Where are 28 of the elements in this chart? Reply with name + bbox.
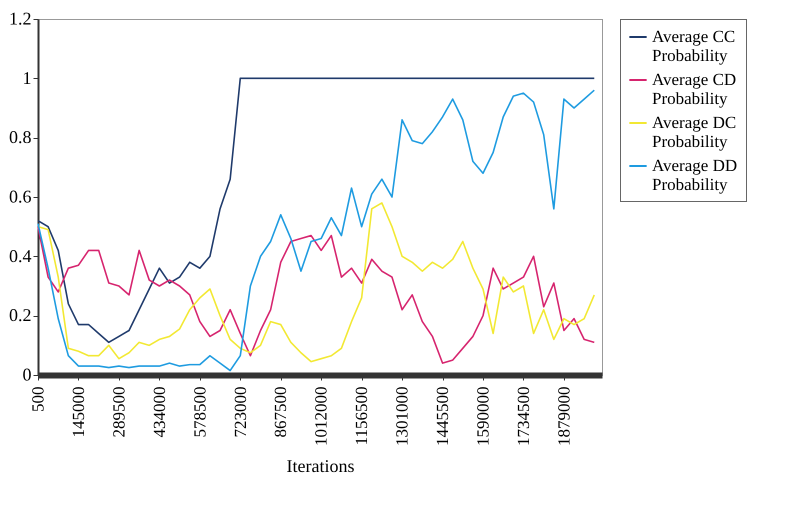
legend-label: Average CD Probability (652, 70, 736, 108)
y-tick-label: 0 (22, 364, 32, 384)
y-tick-label: 0.8 (9, 127, 32, 148)
x-axis-title: Iterations (286, 456, 354, 476)
legend-label: Average DC Probability (652, 113, 736, 151)
y-tick-label: 1 (22, 68, 32, 88)
x-tick-label: 1012000 (312, 386, 331, 446)
x-tick-label: 1879000 (554, 386, 574, 446)
x-tick-label: 723000 (230, 386, 250, 438)
x-tick-label: 1301000 (392, 386, 412, 446)
x-tick-label: 434000 (150, 386, 169, 438)
x-tick-label: 289500 (109, 386, 128, 438)
x-tick-label: 578500 (190, 386, 210, 438)
y-tick-label: 1.2 (9, 8, 32, 28)
x-tick-label: 867500 (271, 386, 290, 438)
y-tick-label: 0.6 (9, 186, 32, 206)
line-series (37, 226, 596, 364)
x-tick-label: 1445500 (433, 386, 452, 446)
legend-label: Average CC Probability (652, 27, 736, 65)
x-tick-label: 1590000 (474, 386, 493, 446)
x-tick-label: 1734500 (514, 386, 533, 446)
legend-label: Average DD Probability (652, 156, 738, 194)
x-tick-label: 500 (28, 386, 48, 412)
line-series (37, 202, 596, 362)
y-tick-label: 0.2 (9, 305, 32, 326)
x-tick-label: 1156500 (352, 386, 372, 446)
x-tick-label: 145000 (68, 386, 88, 438)
y-tick-label: 0.4 (9, 246, 32, 266)
